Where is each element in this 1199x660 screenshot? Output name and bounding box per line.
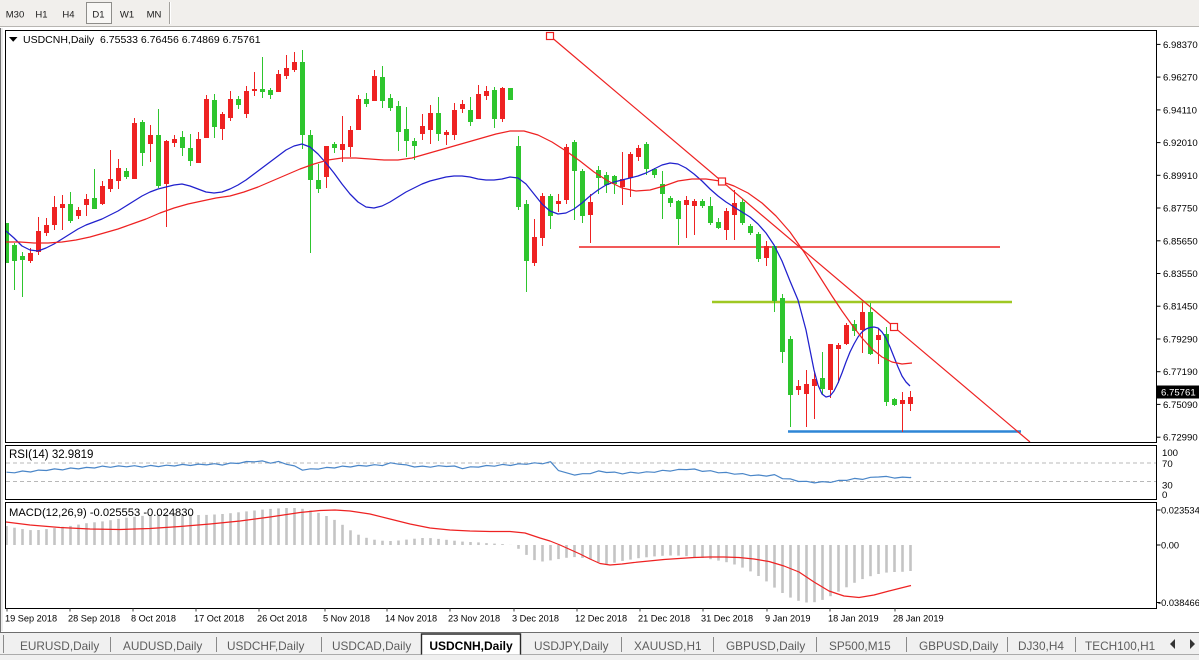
svg-text:28 Sep 2018: 28 Sep 2018 xyxy=(68,614,120,624)
svg-text:6.96270: 6.96270 xyxy=(1163,73,1198,84)
svg-text:18 Jan 2019: 18 Jan 2019 xyxy=(828,614,879,624)
svg-text:30: 30 xyxy=(1162,481,1173,492)
svg-text:19 Sep 2018: 19 Sep 2018 xyxy=(5,614,57,624)
svg-text:8 Oct 2018: 8 Oct 2018 xyxy=(131,614,176,624)
svg-text:6.77190: 6.77190 xyxy=(1163,367,1198,378)
svg-text:USDCAD,Daily: USDCAD,Daily xyxy=(332,639,411,653)
svg-text:6.92010: 6.92010 xyxy=(1163,138,1198,149)
svg-text:0: 0 xyxy=(1162,490,1167,501)
svg-text:USDCNH,Daily: USDCNH,Daily xyxy=(429,639,513,653)
svg-text:6.81450: 6.81450 xyxy=(1163,302,1198,313)
svg-text:MN: MN xyxy=(147,10,162,21)
svg-text:6.79290: 6.79290 xyxy=(1163,335,1198,346)
svg-text:TECH100,H1: TECH100,H1 xyxy=(1085,639,1155,653)
svg-text:70: 70 xyxy=(1162,459,1173,470)
svg-text:6.98370: 6.98370 xyxy=(1163,40,1198,51)
svg-text:6.87750: 6.87750 xyxy=(1163,204,1198,215)
svg-text:GBPUSD,Daily: GBPUSD,Daily xyxy=(726,639,805,653)
svg-text:6.89910: 6.89910 xyxy=(1163,171,1198,182)
svg-text:9 Jan 2019: 9 Jan 2019 xyxy=(765,614,810,624)
svg-text:EURUSD,Daily: EURUSD,Daily xyxy=(20,639,99,653)
svg-text:14 Nov 2018: 14 Nov 2018 xyxy=(385,614,437,624)
svg-text:USDCNH,Daily 6.75533 6.76456: USDCNH,Daily 6.75533 6.76456 6.74869 6.7… xyxy=(23,34,261,46)
svg-text:6.83550: 6.83550 xyxy=(1163,269,1198,280)
svg-text:M30: M30 xyxy=(6,10,24,21)
svg-text:21 Dec 2018: 21 Dec 2018 xyxy=(638,614,690,624)
svg-text:17 Oct 2018: 17 Oct 2018 xyxy=(194,614,244,624)
svg-text:23 Nov 2018: 23 Nov 2018 xyxy=(448,614,500,624)
svg-text:6.75761: 6.75761 xyxy=(1161,388,1196,399)
svg-text:3 Dec 2018: 3 Dec 2018 xyxy=(512,614,559,624)
svg-text:12 Dec 2018: 12 Dec 2018 xyxy=(575,614,627,624)
svg-text:SP500,M15: SP500,M15 xyxy=(829,639,891,653)
svg-text:100: 100 xyxy=(1162,448,1178,459)
svg-text:26 Oct 2018: 26 Oct 2018 xyxy=(257,614,307,624)
svg-text:USDJPY,Daily: USDJPY,Daily xyxy=(534,639,609,653)
svg-text:D1: D1 xyxy=(92,10,104,21)
svg-text:28 Jan 2019: 28 Jan 2019 xyxy=(893,614,944,624)
svg-text:6.75090: 6.75090 xyxy=(1163,400,1198,411)
svg-text:6.72990: 6.72990 xyxy=(1163,433,1198,444)
svg-text:5 Nov 2018: 5 Nov 2018 xyxy=(323,614,370,624)
svg-text:XAUUSD,H1: XAUUSD,H1 xyxy=(634,639,702,653)
svg-text:6.94110: 6.94110 xyxy=(1163,105,1197,116)
svg-text:H1: H1 xyxy=(35,10,47,21)
svg-text:31 Dec 2018: 31 Dec 2018 xyxy=(701,614,753,624)
svg-text:-0.038466: -0.038466 xyxy=(1158,598,1199,608)
svg-text:H4: H4 xyxy=(62,10,74,21)
svg-text:GBPUSD,Daily: GBPUSD,Daily xyxy=(919,639,998,653)
svg-text:W1: W1 xyxy=(120,10,134,21)
svg-text:DJ30,H4: DJ30,H4 xyxy=(1018,639,1064,653)
svg-text:6.85650: 6.85650 xyxy=(1163,236,1198,247)
svg-text:RSI(14) 32.9819: RSI(14) 32.9819 xyxy=(9,449,93,461)
svg-text:MACD(12,26,9) -0.025553 -0.024: MACD(12,26,9) -0.025553 -0.024830 xyxy=(9,507,194,519)
svg-text:0.00: 0.00 xyxy=(1161,541,1179,551)
svg-text:0.023534: 0.023534 xyxy=(1161,506,1199,516)
svg-text:AUDUSD,Daily: AUDUSD,Daily xyxy=(123,639,202,653)
svg-text:USDCHF,Daily: USDCHF,Daily xyxy=(227,639,304,653)
